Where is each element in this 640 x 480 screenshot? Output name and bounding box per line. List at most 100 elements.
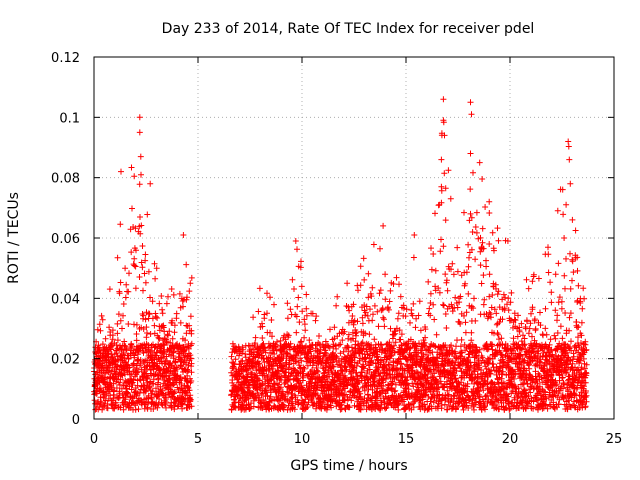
data-point bbox=[268, 361, 275, 368]
data-point bbox=[533, 361, 539, 368]
data-point bbox=[385, 395, 392, 402]
data-point bbox=[432, 376, 439, 383]
data-point bbox=[302, 327, 309, 334]
data-point bbox=[331, 324, 338, 331]
data-point bbox=[135, 406, 142, 413]
data-point bbox=[468, 246, 475, 253]
data-point bbox=[353, 369, 360, 376]
data-point bbox=[438, 236, 444, 243]
data-point bbox=[403, 306, 410, 313]
data-point bbox=[525, 285, 532, 292]
data-point bbox=[345, 331, 352, 338]
x-tick-label: 0 bbox=[90, 432, 98, 447]
data-point bbox=[132, 225, 139, 232]
data-point bbox=[171, 329, 178, 336]
data-point bbox=[334, 293, 341, 300]
data-point bbox=[365, 386, 372, 393]
data-point bbox=[284, 300, 291, 307]
data-point bbox=[560, 385, 566, 392]
data-point bbox=[409, 312, 416, 319]
data-point bbox=[446, 402, 452, 409]
data-point bbox=[580, 285, 587, 292]
data-point bbox=[386, 361, 393, 368]
data-point bbox=[130, 376, 137, 383]
data-point bbox=[339, 337, 346, 344]
data-point bbox=[467, 99, 474, 106]
data-point bbox=[131, 352, 138, 359]
data-point bbox=[113, 385, 120, 391]
data-point bbox=[555, 401, 562, 408]
data-point bbox=[250, 390, 257, 397]
data-point bbox=[294, 303, 301, 310]
data-point bbox=[163, 396, 170, 402]
data-point bbox=[284, 315, 291, 322]
data-point bbox=[166, 372, 173, 379]
data-point bbox=[435, 384, 442, 391]
data-point bbox=[341, 397, 348, 404]
data-point bbox=[562, 285, 568, 292]
data-point bbox=[448, 301, 455, 308]
data-point bbox=[476, 159, 483, 166]
data-point bbox=[458, 349, 465, 356]
data-point bbox=[132, 285, 139, 292]
data-point bbox=[172, 358, 179, 365]
data-point bbox=[133, 337, 140, 344]
data-point bbox=[345, 348, 352, 355]
data-point bbox=[455, 379, 462, 386]
data-point bbox=[137, 230, 144, 237]
data-point bbox=[159, 306, 166, 313]
data-point bbox=[111, 405, 118, 412]
data-point bbox=[560, 211, 567, 218]
data-point bbox=[535, 370, 542, 377]
data-point bbox=[362, 309, 369, 316]
data-point bbox=[462, 319, 469, 326]
data-point bbox=[570, 269, 577, 276]
data-point bbox=[252, 334, 259, 341]
data-point bbox=[533, 397, 540, 404]
data-point bbox=[504, 238, 511, 244]
data-point bbox=[300, 364, 307, 371]
data-point bbox=[486, 210, 493, 216]
data-point bbox=[567, 250, 573, 257]
data-point bbox=[537, 359, 544, 366]
data-point bbox=[145, 268, 152, 275]
data-point bbox=[486, 355, 493, 362]
data-point bbox=[273, 360, 280, 367]
data-point bbox=[391, 342, 397, 349]
data-point bbox=[114, 330, 121, 337]
data-point bbox=[411, 232, 418, 238]
data-point bbox=[249, 371, 255, 377]
data-point bbox=[385, 304, 391, 311]
data-point bbox=[363, 303, 370, 310]
data-point bbox=[350, 301, 357, 308]
data-point bbox=[152, 313, 159, 320]
data-point bbox=[547, 348, 554, 355]
data-point bbox=[582, 394, 589, 401]
data-point bbox=[440, 96, 447, 103]
data-point bbox=[142, 316, 149, 323]
data-point bbox=[102, 370, 109, 377]
data-point bbox=[123, 281, 130, 288]
data-point bbox=[140, 312, 147, 319]
data-point bbox=[337, 350, 344, 357]
data-point bbox=[444, 393, 451, 399]
data-point bbox=[171, 322, 178, 329]
data-point bbox=[387, 325, 394, 332]
data-point bbox=[491, 381, 498, 388]
data-point bbox=[352, 338, 359, 345]
data-point bbox=[286, 364, 293, 371]
data-point bbox=[188, 369, 195, 376]
data-point bbox=[181, 347, 188, 354]
data-point bbox=[111, 388, 117, 395]
data-point bbox=[147, 180, 154, 187]
data-point bbox=[561, 235, 568, 241]
data-point bbox=[395, 310, 402, 317]
data-point bbox=[368, 346, 375, 353]
data-point bbox=[559, 186, 566, 193]
data-point bbox=[138, 222, 145, 229]
data-point bbox=[426, 305, 433, 312]
data-point bbox=[304, 404, 311, 410]
x-tick-label: 15 bbox=[398, 432, 415, 447]
data-point bbox=[362, 312, 369, 319]
data-point bbox=[464, 380, 471, 387]
